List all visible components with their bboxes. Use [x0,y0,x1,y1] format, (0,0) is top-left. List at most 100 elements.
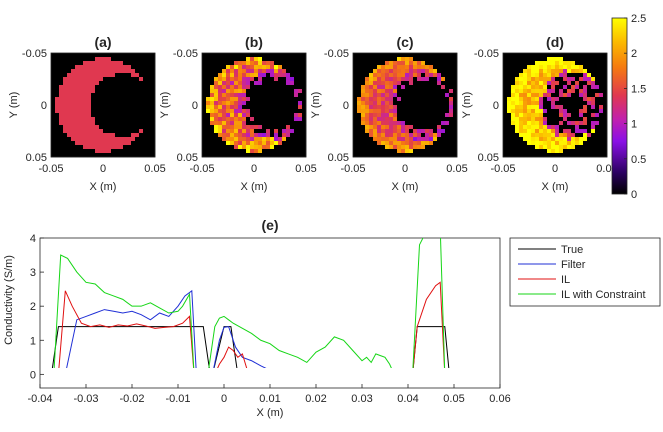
heatmap-cell [543,61,548,66]
heatmap-cell [230,129,235,134]
heatmap-cell [278,121,283,126]
heatmap-cell [507,93,512,98]
heatmap-cell [365,77,370,82]
heatmap-cell [405,89,410,94]
heatmap-cell [563,65,568,70]
heatmap-cell [254,113,259,118]
heatmap-cell [429,133,434,138]
heatmap-cell [547,105,552,110]
heatmap-cell [258,97,263,102]
heatmap-cell [531,141,536,146]
heatmap-cell [397,69,402,74]
heatmap-cell [587,153,592,158]
heatmap-cell [381,145,386,150]
heatmap-cell [603,81,608,86]
heatmap-cell [123,53,128,58]
heatmap-b [202,53,307,158]
heatmap-cell [583,97,588,102]
heatmap-cell [210,65,215,70]
heatmap-cell [523,137,528,142]
heatmap-cell [603,149,608,154]
heatmap-cell [453,105,458,110]
heatmap-cell [579,81,584,86]
heatmap-cell [563,101,568,106]
heatmap-cell [143,125,148,130]
heatmap-cell [119,121,124,126]
heatmap-cell [603,61,608,66]
heatmap-cell [55,81,60,86]
heatmap-cell [107,137,112,142]
heatmap-cell [59,77,64,82]
heatmap-cell [119,81,124,86]
heatmap-cell [282,85,287,90]
heatmap-cell [286,77,291,82]
heatmap-cell [270,65,275,70]
heatmap-cell [507,69,512,74]
heatmap-cell [254,149,259,154]
heatmap-cell [599,149,604,154]
heatmap-cell [409,117,414,122]
heatmap-cell [507,81,512,86]
heatmap-cell [583,145,588,150]
heatmap-cell [599,93,604,98]
heatmap-cell [357,129,362,134]
heatmap-cell [270,57,275,62]
heatmap-cell [75,89,80,94]
heatmap-cell [511,113,516,118]
heatmap-cell [214,117,219,122]
heatmap-cell [405,105,410,110]
heatmap-cell [254,153,259,158]
heatmap-cell [595,53,600,58]
heatmap-cell [95,145,100,150]
heatmap-cell [250,85,255,90]
heatmap-cell [511,137,516,142]
heatmap-cell [286,85,291,90]
heatmap-cell [254,129,259,134]
heatmap-cell [539,109,544,114]
heatmap-cell [421,137,426,142]
heatmap-cell [385,113,390,118]
heatmap-cell [238,149,243,154]
heatmap-cell [559,81,564,86]
colorbar-ticks: 00.511.522.5 [624,13,646,201]
heatmap-cell [294,153,299,158]
heatmap-cell [555,105,560,110]
heatmap-cell [107,65,112,70]
heatmap-cell [389,77,394,82]
heatmap-cell [290,117,295,122]
heatmap-cell [234,65,239,70]
heatmap-cell [75,81,80,86]
heatmap-cell [67,125,72,130]
heatmap-cell [123,145,128,150]
heatmap-cell [559,121,564,126]
heatmap-cell [551,109,556,114]
colorbar-tick-label: 2 [631,48,637,60]
x-tick-label: -0.02 [119,393,144,405]
heatmap-cell [274,109,279,114]
heatmap-cell [531,117,536,122]
heatmap-cell [421,89,426,94]
heatmap-cell [511,145,516,150]
heatmap-cell [393,73,398,78]
heatmap-cell [559,73,564,78]
heatmap-cell [218,153,223,158]
heatmap-cell [503,129,508,134]
heatmap-cell [535,113,540,118]
heatmap-cell [246,121,251,126]
heatmap-cell [147,73,152,78]
heatmap-cell [71,61,76,66]
heatmap-cell [55,121,60,126]
heatmap-cell [449,125,454,130]
heatmap-cell [405,57,410,62]
heatmap-cell [143,129,148,134]
heatmap-cell [302,149,307,154]
heatmap-cell [425,57,430,62]
x-tick-label: -0.03 [73,393,98,405]
heatmap-cell [527,109,532,114]
heatmap-cell [63,81,68,86]
heatmap-cell [595,113,600,118]
heatmap-cell [369,73,374,78]
heatmap-cell [555,77,560,82]
heatmap-cell [266,149,271,154]
heatmap-cell [381,153,386,158]
